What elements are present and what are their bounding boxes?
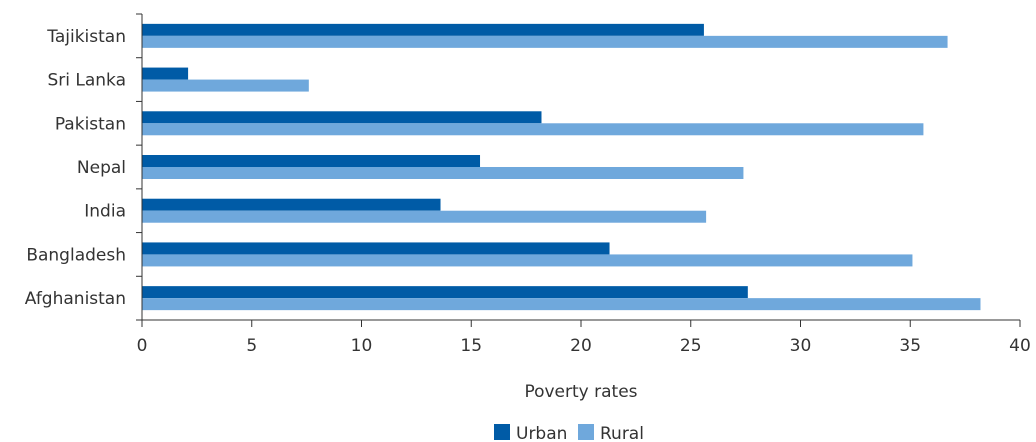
bar-rural-nepal [142, 167, 744, 179]
bar-rural-sri-lanka [142, 79, 309, 92]
bar-urban-tajikistan [142, 23, 704, 36]
x-tick-label: 0 [137, 336, 148, 356]
bar-urban-sri-lanka [142, 67, 189, 80]
legend: Urban Rural [494, 424, 644, 442]
y-category-label: Nepal [77, 158, 126, 178]
bar-urban-nepal [142, 155, 481, 167]
y-category-label: Bangladesh [26, 245, 126, 265]
x-tick-label: 10 [351, 336, 373, 356]
y-category-label: Afghanistan [25, 289, 126, 309]
y-category-label: Tajikistan [46, 27, 126, 47]
y-category-label: Pakistan [55, 114, 126, 134]
legend-label-urban: Urban [516, 424, 567, 442]
legend-swatch-urban [494, 424, 510, 440]
x-tick-label: 25 [680, 336, 702, 356]
bar-urban-india [142, 198, 441, 211]
x-ticks: 0 5 10 15 20 25 30 35 40 [137, 320, 1031, 356]
x-tick-label: 20 [570, 336, 592, 356]
bars-layer [142, 23, 981, 311]
bar-rural-afghanistan [142, 298, 981, 311]
x-tick-label: 15 [460, 336, 482, 356]
y-category-label: India [84, 202, 126, 222]
legend-swatch-rural [578, 424, 594, 440]
bar-rural-tajikistan [142, 35, 948, 48]
x-tick-label: 40 [1009, 336, 1031, 356]
bar-rural-india [142, 210, 707, 223]
x-axis-title: Poverty rates [524, 382, 637, 402]
x-tick-label: 35 [899, 336, 921, 356]
bar-rural-pakistan [142, 123, 924, 136]
y-category-labels: Tajikistan Sri Lanka Pakistan Nepal India Ban… [25, 27, 126, 309]
x-tick-label: 30 [790, 336, 812, 356]
y-category-label: Sri Lanka [47, 71, 126, 91]
bar-urban-bangladesh [142, 242, 610, 255]
bar-rural-bangladesh [142, 254, 913, 267]
bar-urban-pakistan [142, 111, 542, 124]
bar-urban-afghanistan [142, 286, 748, 299]
legend-label-rural: Rural [600, 424, 644, 442]
x-tick-label: 5 [246, 336, 257, 356]
